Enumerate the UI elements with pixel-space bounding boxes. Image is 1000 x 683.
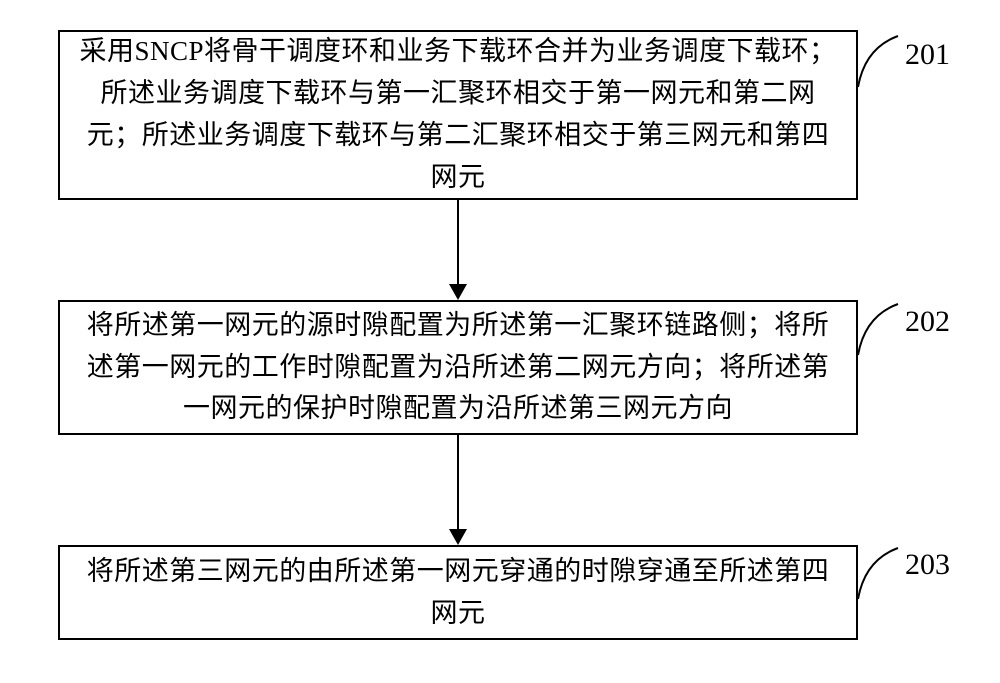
callout-tick-1 xyxy=(857,28,899,88)
flowchart-canvas: 采用SNCP将骨干调度环和业务下载环合并为业务调度下载环；所述业务调度下载环与第… xyxy=(0,0,1000,683)
step-text-1: 采用SNCP将骨干调度环和业务下载环合并为业务调度下载环；所述业务调度下载环与第… xyxy=(78,31,838,198)
callout-tick-3 xyxy=(857,540,899,600)
arrow-2-head xyxy=(449,529,467,545)
arrow-2-line xyxy=(457,435,459,529)
arrow-1-head xyxy=(449,284,467,300)
arrow-1-line xyxy=(457,200,459,284)
callout-tick-2 xyxy=(857,296,899,356)
step-box-3: 将所述第三网元的由所述第一网元穿通的时隙穿通至所述第四网元 xyxy=(58,545,858,640)
step-text-3: 将所述第三网元的由所述第一网元穿通的时隙穿通至所述第四网元 xyxy=(78,551,838,635)
step-box-2: 将所述第一网元的源时隙配置为所述第一汇聚环链路侧；将所述第一网元的工作时隙配置为… xyxy=(58,300,858,435)
step-number-3: 203 xyxy=(905,548,950,582)
step-number-1: 201 xyxy=(905,38,950,72)
step-box-1: 采用SNCP将骨干调度环和业务下载环合并为业务调度下载环；所述业务调度下载环与第… xyxy=(58,30,858,200)
step-number-2: 202 xyxy=(905,305,950,339)
step-text-2: 将所述第一网元的源时隙配置为所述第一汇聚环链路侧；将所述第一网元的工作时隙配置为… xyxy=(78,305,838,431)
